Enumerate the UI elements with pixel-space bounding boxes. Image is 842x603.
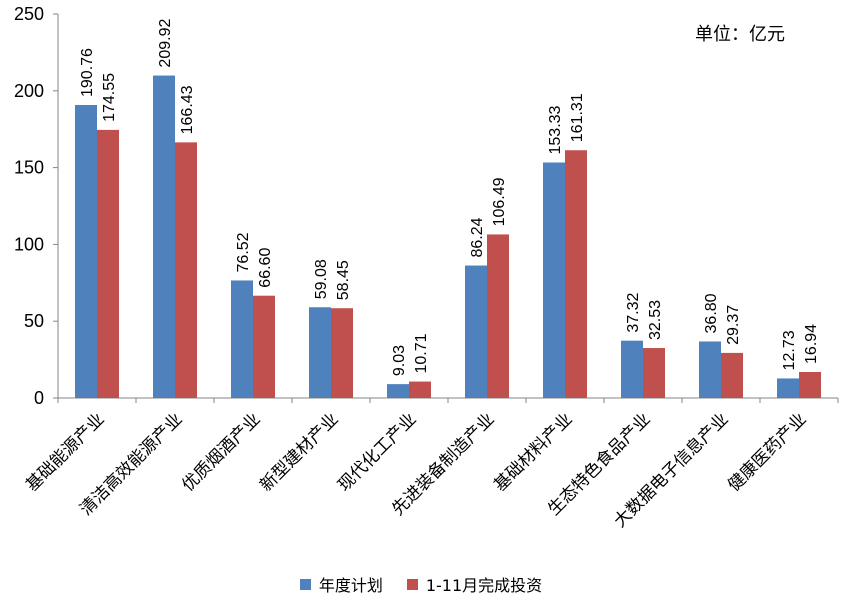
- data-label: 58.45: [335, 260, 352, 300]
- bar-actual: [565, 150, 587, 398]
- bar-actual: [721, 352, 743, 398]
- legend-label-plan: 年度计划: [318, 576, 383, 595]
- bar-plan: [543, 162, 565, 398]
- data-label: 66.60: [257, 248, 274, 288]
- unit-label: 单位：亿元: [695, 24, 785, 45]
- y-tick-label: 100: [14, 234, 44, 254]
- x-category-label: 优质烟酒产业: [178, 409, 264, 495]
- bar-plan: [309, 307, 331, 398]
- legend-item-plan: 年度计划: [299, 572, 383, 596]
- y-tick-label: 0: [34, 388, 44, 408]
- bar-actual: [253, 295, 275, 398]
- data-label: 161.31: [569, 93, 586, 142]
- bar-plan: [153, 75, 175, 399]
- bar-plan: [231, 280, 253, 398]
- data-label: 209.92: [157, 19, 174, 68]
- x-category-label: 新型建材产业: [256, 409, 342, 495]
- x-category-label: 健康医药产业: [724, 409, 810, 495]
- data-label: 190.76: [79, 48, 96, 97]
- data-label: 166.43: [179, 85, 196, 134]
- bar-plan: [387, 384, 409, 398]
- data-label: 12.73: [781, 330, 798, 370]
- legend-item-actual: 1-11月完成投资: [406, 572, 543, 596]
- legend: 年度计划 1-11月完成投资: [0, 572, 842, 596]
- data-label: 76.52: [235, 232, 252, 272]
- bar-plan: [621, 340, 643, 398]
- bar-actual: [97, 129, 119, 398]
- legend-swatch-plan: [299, 578, 311, 590]
- data-label: 10.71: [413, 333, 430, 373]
- y-tick-label: 250: [14, 4, 44, 24]
- bar-actual: [331, 308, 353, 398]
- data-label: 153.33: [547, 105, 564, 154]
- data-label: 106.49: [491, 177, 508, 226]
- bar-actual: [175, 142, 197, 398]
- bar-actual: [409, 381, 431, 398]
- bar-actual: [487, 234, 509, 398]
- bar-plan: [699, 341, 721, 398]
- y-tick-label: 200: [14, 81, 44, 101]
- x-category-label: 基础能源产业: [22, 409, 108, 495]
- bar-actual: [643, 348, 665, 398]
- data-label: 86.24: [469, 217, 486, 257]
- bar-actual: [799, 371, 821, 398]
- data-label: 32.53: [647, 300, 664, 340]
- data-label: 174.55: [101, 73, 118, 122]
- y-tick-label: 50: [24, 311, 44, 331]
- bar-plan: [465, 265, 487, 398]
- data-label: 16.94: [803, 324, 820, 364]
- data-label: 59.08: [313, 259, 330, 299]
- data-label: 37.32: [625, 293, 642, 333]
- bar-plan: [777, 378, 799, 398]
- legend-label-actual: 1-11月完成投资: [425, 576, 543, 595]
- x-category-label: 现代化工产业: [334, 409, 420, 495]
- y-tick-label: 150: [14, 158, 44, 178]
- legend-swatch-actual: [406, 578, 418, 590]
- bar-plan: [75, 104, 97, 398]
- x-category-label: 基础材料产业: [490, 409, 576, 495]
- data-label: 29.37: [725, 305, 742, 345]
- data-label: 36.80: [703, 293, 720, 333]
- data-label: 9.03: [391, 345, 408, 376]
